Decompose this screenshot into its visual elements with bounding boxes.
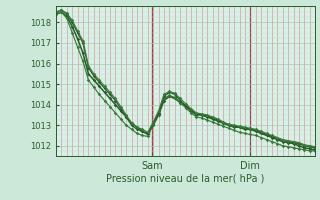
X-axis label: Pression niveau de la mer( hPa ): Pression niveau de la mer( hPa ) xyxy=(107,174,265,184)
